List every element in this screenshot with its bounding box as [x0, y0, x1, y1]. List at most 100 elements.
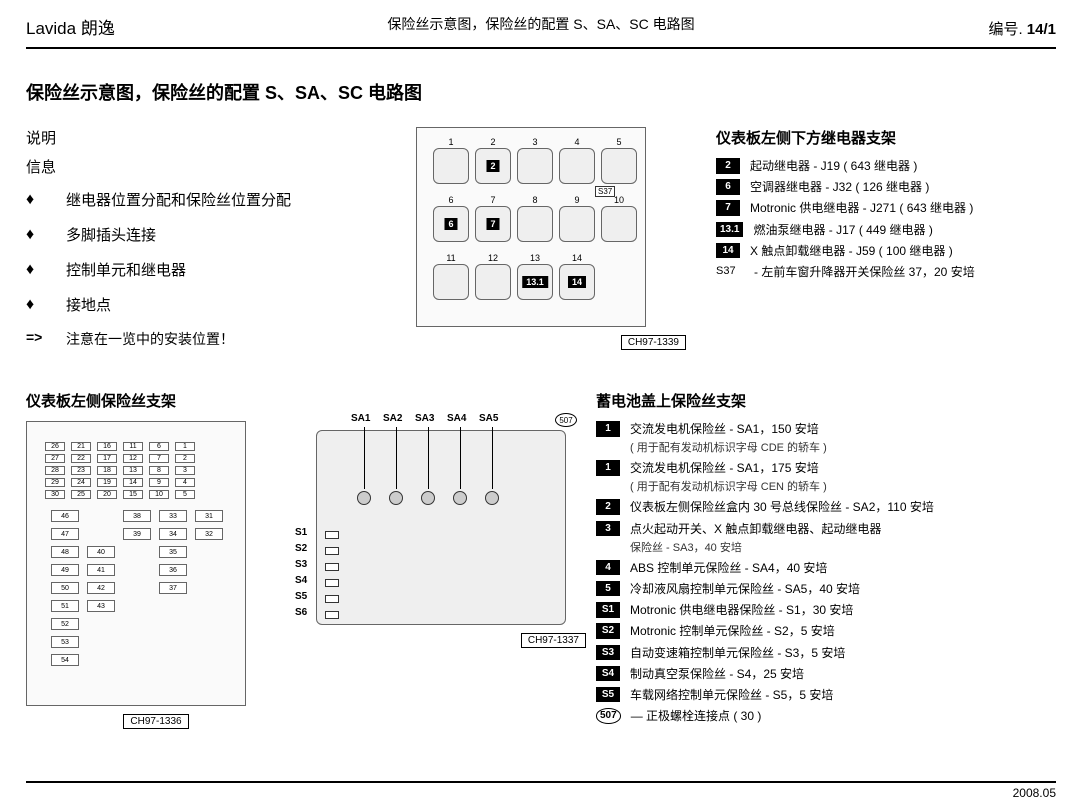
s-label: S4: [295, 575, 307, 586]
legend-row: 4ABS 控制单元保险丝 - SA4，40 安培: [596, 560, 1056, 576]
relay-number: 9: [574, 195, 579, 205]
fuse-slot: 23: [71, 466, 91, 475]
sa-terminal: [485, 491, 499, 505]
s-fuse: [325, 595, 339, 603]
legend-row: 1交流发电机保险丝 - SA1，175 安培: [596, 460, 1056, 476]
fuse-slot: 25: [71, 490, 91, 499]
fusebox-title: 仪表板左侧保险丝支架: [26, 390, 286, 411]
legend-row: 13.1 燃油泵继电器 - J17 ( 449 继电器 ): [716, 222, 1056, 238]
relay-number: 8: [532, 195, 537, 205]
fuse-slot: 53: [51, 636, 79, 648]
fuse-slot: 16: [97, 442, 117, 451]
s-fuse: [325, 611, 339, 619]
legend-tag: 7: [716, 200, 740, 216]
fuse-slot: 30: [45, 490, 65, 499]
fuse-slot: 52: [51, 618, 79, 630]
fuse-slot: 43: [87, 600, 115, 612]
fusebox-column: 仪表板左侧保险丝支架 26211611612722171272282318138…: [26, 390, 286, 729]
relay-number: 10: [614, 195, 624, 205]
battery-legend-title: 蓄电池盖上保险丝支架: [596, 390, 1056, 411]
s-fuse: [325, 531, 339, 539]
leader-line: [364, 427, 365, 489]
fuse-slot: 49: [51, 564, 79, 576]
relay-number: 3: [532, 137, 537, 147]
fuse-slot: 22: [71, 454, 91, 463]
legend-tag: 14: [716, 243, 740, 259]
legend-tag: 3: [596, 521, 620, 537]
legend-text: — 正极螺栓连接点 ( 30 ): [631, 708, 762, 724]
fuse-slot: 20: [97, 490, 117, 499]
legend-text: 燃油泵继电器 - J17 ( 449 继电器 ): [753, 222, 932, 238]
fuse-slot: 37: [159, 582, 187, 594]
fuse-slot: 29: [45, 478, 65, 487]
relay-number: 12: [488, 253, 498, 263]
terminal-507: 507: [555, 413, 577, 427]
legend-tag: 13.1: [716, 222, 743, 238]
fuse-slot: 38: [123, 510, 151, 522]
relay-tag: 7: [486, 218, 499, 230]
intro-column: 说明 信息 ♦继电器位置分配和保险丝位置分配♦多脚插头连接♦控制单元和继电器♦接…: [26, 127, 416, 350]
sa-terminal: [389, 491, 403, 505]
legend-text: Motronic 供电继电器 - J271 ( 643 继电器 ): [750, 200, 973, 216]
legend-subtext: ( 用于配有发动机标识字母 CEN 的轿车 ): [630, 478, 1056, 494]
legend-text: 点火起动开关、X 触点卸载继电器、起动继电器: [630, 521, 881, 537]
legend-row: 507 — 正极螺栓连接点 ( 30 ): [596, 708, 1056, 724]
legend-text: 自动变速箱控制单元保险丝 - S3，5 安培: [630, 645, 845, 661]
relay-legend-column: 仪表板左侧下方继电器支架 2起动继电器 - J19 ( 643 继电器 )6空调…: [686, 127, 1056, 350]
fuse-slot: 50: [51, 582, 79, 594]
relay-fig-number: CH97-1339: [621, 335, 686, 350]
legend-tag: S2: [596, 623, 620, 639]
relay-slot: 1: [433, 148, 469, 184]
row-upper: 说明 信息 ♦继电器位置分配和保险丝位置分配♦多脚插头连接♦控制单元和继电器♦接…: [26, 127, 1056, 350]
legend-tag: 507: [596, 708, 621, 724]
legend-row: 6空调器继电器 - J32 ( 126 继电器 ): [716, 179, 1056, 195]
relay-legend: 2起动继电器 - J19 ( 643 继电器 ) 6空调器继电器 - J32 ( …: [716, 158, 1056, 280]
bullet-icon: ♦: [26, 261, 66, 279]
fuse-slot: 9: [149, 478, 169, 487]
leader-line: [396, 427, 397, 489]
fuse-slot: 42: [87, 582, 115, 594]
relay-tag: 13.1: [522, 276, 548, 288]
intro-h2: 信息: [26, 156, 416, 177]
relay-slot: 3: [517, 148, 553, 184]
relay-slot: 9: [559, 206, 595, 242]
relay-slot: 11: [433, 264, 469, 300]
fuse-slot: 14: [123, 478, 143, 487]
battery-legend: 1 交流发电机保险丝 - SA1，150 安培 ( 用于配有发动机标识字母 CDE …: [596, 421, 1056, 724]
fuse-slot: 32: [195, 528, 223, 540]
legend-row: 2起动继电器 - J19 ( 643 继电器 ): [716, 158, 1056, 174]
bullet-item: ♦接地点: [26, 294, 416, 315]
legend-row: S37- 左前车窗升降器开关保险丝 37，20 安培: [716, 264, 1056, 280]
relay-tag: 6: [444, 218, 457, 230]
legend-text: 仪表板左侧保险丝盒内 30 号总线保险丝 - SA2，110 安培: [630, 499, 934, 515]
fuse-slot: 34: [159, 528, 187, 540]
legend-tag: 2: [716, 158, 740, 174]
legend-subtext: 保险丝 - SA3，40 安培: [630, 539, 1056, 555]
legend-tag: S3: [596, 645, 620, 661]
bullet-item: ♦多脚插头连接: [26, 224, 416, 245]
fuse-slot: 33: [159, 510, 187, 522]
fuse-slot: 17: [97, 454, 117, 463]
sa-label: SA1: [351, 413, 370, 424]
bullet-item: ♦控制单元和继电器: [26, 259, 416, 280]
relay-number: 14: [572, 253, 582, 263]
fuse-slot: 40: [87, 546, 115, 558]
legend-text: 冷却液风扇控制单元保险丝 - SA5，40 安培: [630, 581, 860, 597]
relay-number: 1: [448, 137, 453, 147]
fuse-slot: 26: [45, 442, 65, 451]
fuse-slot: 31: [195, 510, 223, 522]
page-footer: 2008.05: [26, 781, 1056, 800]
legend-tag: 1: [596, 460, 620, 476]
page-num-prefix: 编号.: [988, 21, 1026, 38]
legend-subtext: ( 用于配有发动机标识字母 CDE 的轿车 ): [630, 439, 1056, 455]
fuse-slot: 6: [149, 442, 169, 451]
sa-label: SA3: [415, 413, 434, 424]
legend-text: ABS 控制单元保险丝 - SA4，40 安培: [630, 560, 827, 576]
bullet-icon: ♦: [26, 296, 66, 314]
relay-slot: 66: [433, 206, 469, 242]
legend-tag: S1: [596, 602, 620, 618]
fuse-slot: 10: [149, 490, 169, 499]
legend-text: 交流发电机保险丝 - SA1，150 安培: [630, 421, 819, 437]
relay-tag: 14: [568, 276, 586, 288]
legend-text: 车载网络控制单元保险丝 - S5，5 安培: [630, 687, 833, 703]
